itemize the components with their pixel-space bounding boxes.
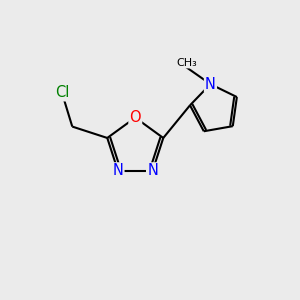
- Text: O: O: [130, 110, 141, 125]
- Text: N: N: [112, 164, 123, 178]
- Text: N: N: [147, 164, 158, 178]
- Text: CH₃: CH₃: [176, 58, 197, 68]
- Text: Cl: Cl: [55, 85, 69, 100]
- Text: N: N: [205, 76, 216, 92]
